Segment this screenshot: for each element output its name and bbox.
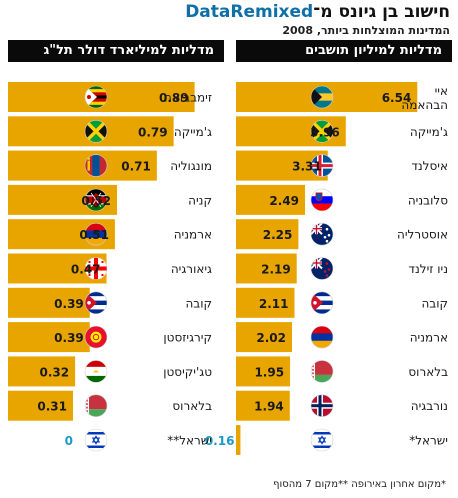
jamaica-flag-icon xyxy=(311,120,333,143)
value-label: 2.25 xyxy=(263,228,293,242)
category-label: גיאורגיה xyxy=(171,262,212,276)
category-label: זימבבואה xyxy=(164,91,212,105)
category-label: ישראל* xyxy=(409,434,448,448)
category-label: ישראל** xyxy=(167,434,212,448)
bar xyxy=(236,390,290,421)
bar xyxy=(8,150,157,181)
category-label: ג'מייקה xyxy=(174,125,212,139)
value-label: 2.11 xyxy=(259,297,289,311)
value-label: 0.31 xyxy=(37,400,67,414)
category-label: איסלנד xyxy=(411,159,448,173)
bar xyxy=(236,322,292,353)
category-label: ג'מייקה xyxy=(410,125,448,139)
cuba-flag-icon xyxy=(311,291,333,314)
norway-flag-icon xyxy=(311,394,333,417)
value-label: 0.32 xyxy=(39,365,69,379)
israel-flag-icon xyxy=(311,429,333,451)
category-label: קניה xyxy=(188,193,212,207)
value-label: 0.52 xyxy=(81,194,111,208)
chart-title: חישוב בן גיונס מ־DataRemixed xyxy=(8,2,450,26)
value-label: 0.79 xyxy=(138,125,168,139)
tajikistan-flag-icon xyxy=(85,360,107,383)
value-label: 1.94 xyxy=(254,400,284,414)
bar xyxy=(8,356,76,387)
bar xyxy=(8,322,90,353)
value-label: 0 xyxy=(65,434,73,448)
footnote: *מקום אחרון באירופה **מקום 7 מהסוף xyxy=(273,479,446,490)
chart-subtitle: המדינות המוצלחות ביותר, 2008 xyxy=(282,24,450,37)
category-label: קירגיזסטן xyxy=(163,331,212,345)
category-label: ארמניה xyxy=(174,228,212,242)
category-label: בלארוס xyxy=(172,399,212,413)
title-text: חישוב בן גיונס מ־ xyxy=(313,2,450,22)
value-label: 2.49 xyxy=(269,194,299,208)
title-brand: DataRemixed xyxy=(185,2,314,22)
bahamas-flag-icon xyxy=(311,86,333,108)
iceland-flag-icon xyxy=(311,154,333,177)
bar xyxy=(8,390,73,421)
bar xyxy=(236,356,291,387)
bar xyxy=(236,184,306,215)
value-label: 0.47 xyxy=(71,263,101,277)
value-label: 2.02 xyxy=(256,331,286,345)
category-label: בלארוס xyxy=(408,365,448,379)
value-label: 0.51 xyxy=(79,228,109,242)
georgia-flag-icon xyxy=(85,257,107,280)
category-label: טג'יקיסטן xyxy=(163,365,212,379)
jamaica-flag-icon xyxy=(85,120,107,143)
bar xyxy=(236,425,241,455)
value-label: 0.39 xyxy=(54,297,84,311)
kenya-flag-icon xyxy=(85,188,107,211)
category-label: מונגוליה xyxy=(170,159,212,173)
zimbabwe-flag-icon xyxy=(85,86,107,108)
panel-header-per-million: מדליות למיליון תושבים xyxy=(236,40,452,62)
cuba-flag-icon xyxy=(85,291,107,314)
category-label: אוסטרליה xyxy=(397,228,448,242)
category-label: ניו זילנד xyxy=(408,262,448,276)
australia-flag-icon xyxy=(311,223,333,246)
value-label: 1.95 xyxy=(254,365,284,379)
value-label: 2.19 xyxy=(261,263,291,277)
israel-flag-icon xyxy=(85,429,107,451)
value-label: 6.54 xyxy=(382,91,412,105)
kyrgyzstan-flag-icon xyxy=(85,326,107,349)
armenia-flag-icon xyxy=(85,223,107,246)
value-label: 0.16 xyxy=(205,434,235,448)
panel-header-per-gdp: מדליות למיליארד דולר תל"ג xyxy=(8,40,224,62)
category-label: קובה xyxy=(421,296,448,310)
value-label: 0.89 xyxy=(159,91,189,105)
bar xyxy=(236,287,295,318)
category-label: סלובניה xyxy=(408,193,448,207)
category-label: ארמניה xyxy=(410,331,448,345)
new-zealand-flag-icon xyxy=(311,257,333,280)
value-label: 3.96 xyxy=(310,125,340,139)
bar xyxy=(236,219,299,250)
category-label: איי הבהאמה xyxy=(401,84,448,112)
bar xyxy=(8,287,90,318)
value-label: 3.31 xyxy=(292,160,322,174)
bar xyxy=(236,253,297,284)
category-label: קובה xyxy=(185,296,212,310)
value-label: 0.39 xyxy=(54,331,84,345)
value-label: 0.71 xyxy=(121,160,151,174)
category-label: נורבגיה xyxy=(411,399,448,413)
armenia-flag-icon xyxy=(311,326,333,349)
slovenia-flag-icon xyxy=(311,188,333,211)
